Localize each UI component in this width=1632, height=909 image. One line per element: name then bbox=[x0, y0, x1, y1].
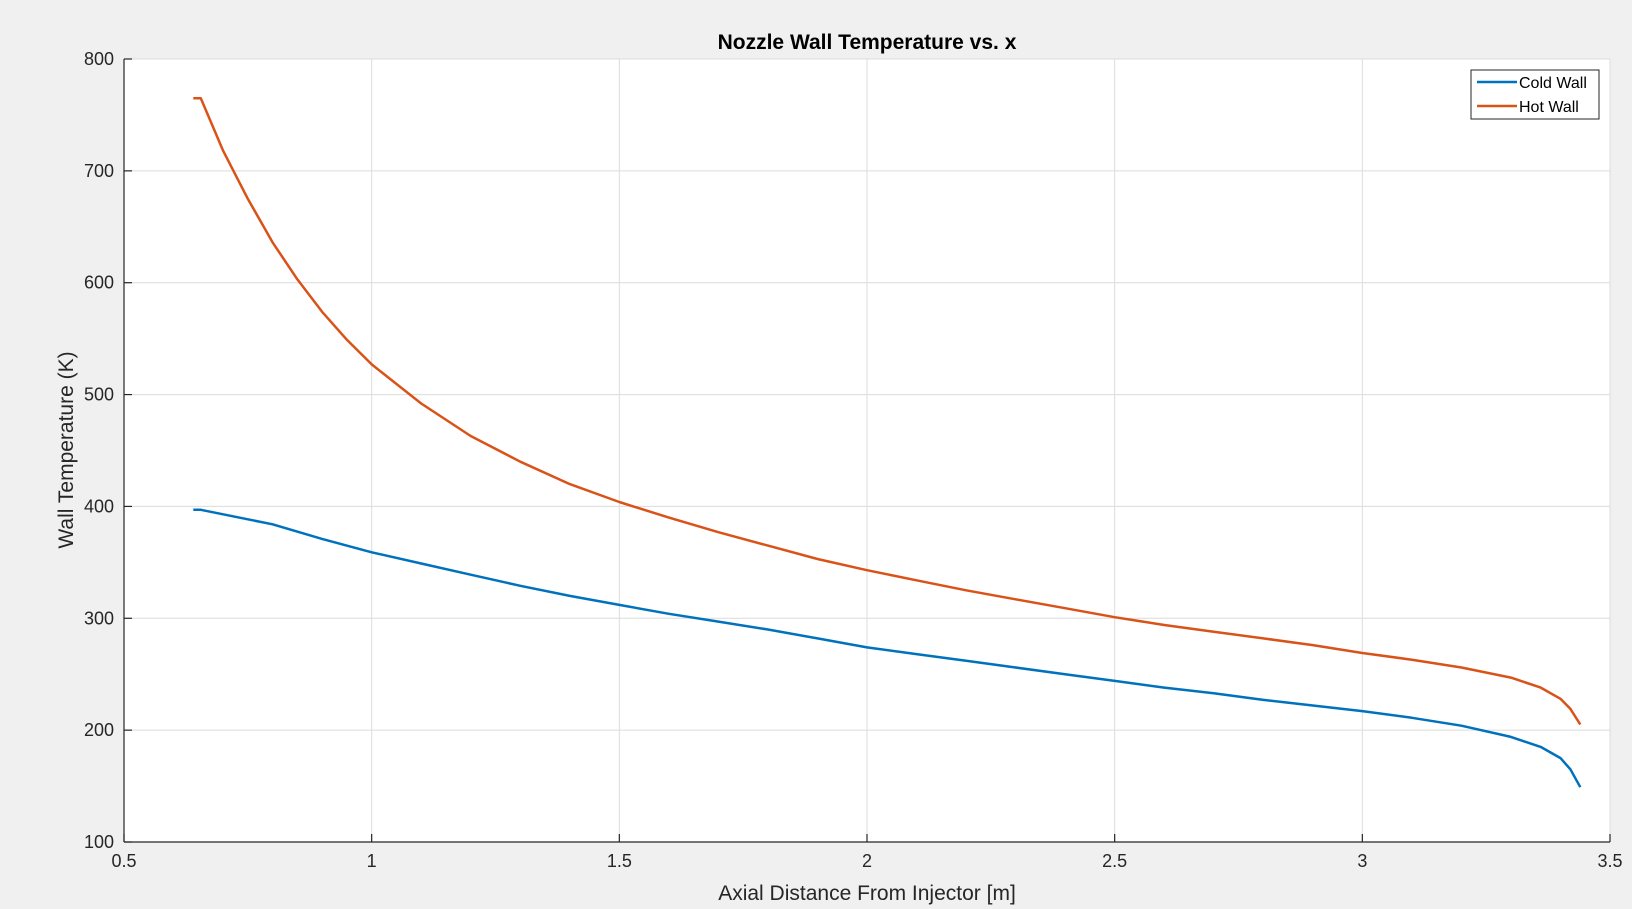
y-tick-label: 100 bbox=[84, 832, 114, 852]
series-line-cold-wall bbox=[193, 508, 1582, 788]
x-tick-label: 2 bbox=[862, 851, 872, 871]
x-axis-title: Axial Distance From Injector [m] bbox=[718, 882, 1016, 905]
legend-box bbox=[1470, 69, 1600, 120]
chart-title: Nozzle Wall Temperature vs. x bbox=[718, 31, 1017, 54]
y-tick-label: 500 bbox=[84, 385, 114, 405]
series-line-hot-wall bbox=[193, 96, 1582, 726]
y-tick-label: 700 bbox=[84, 161, 114, 181]
legend-label-cold-wall: Cold Wall bbox=[1519, 75, 1587, 92]
y-axis-title: Wall Temperature (K) bbox=[55, 351, 78, 548]
series-lines bbox=[193, 96, 1582, 788]
x-tick-label: 3.5 bbox=[1597, 851, 1622, 871]
x-tick-label: 1 bbox=[367, 851, 377, 871]
x-tick-label: 2.5 bbox=[1102, 851, 1127, 871]
y-tick-label: 600 bbox=[84, 273, 114, 293]
legend-label-hot-wall: Hot Wall bbox=[1519, 99, 1579, 116]
y-tick-label: 400 bbox=[84, 496, 114, 516]
x-tick-label: 1.5 bbox=[607, 851, 632, 871]
y-tick-label: 800 bbox=[84, 49, 114, 69]
legend: Cold Wall Hot Wall bbox=[1470, 69, 1600, 120]
axes bbox=[123, 58, 1611, 843]
x-tick-label: 3 bbox=[1357, 851, 1367, 871]
y-tick-label: 200 bbox=[84, 720, 114, 740]
tick-labels: 0.5 1 1.5 2 2.5 3 3.5 100 200 300 400 500 600 700 800 bbox=[84, 49, 1623, 871]
y-tick-label: 300 bbox=[84, 608, 114, 628]
x-tick-label: 0.5 bbox=[111, 851, 136, 871]
